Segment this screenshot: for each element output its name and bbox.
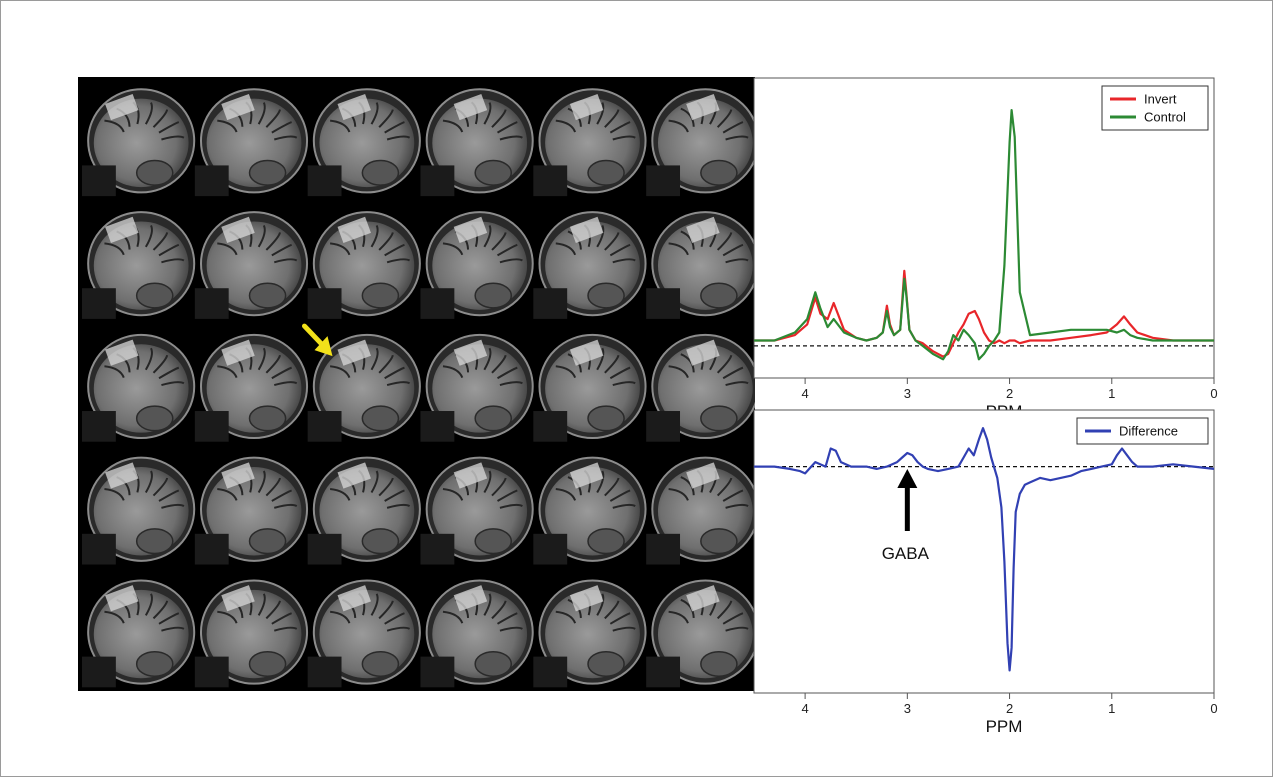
mrs-voxel bbox=[453, 462, 488, 489]
mri-slice bbox=[82, 211, 196, 319]
spectrum-chart-difference: 4 3 2 1 0 PPM Difference GABA bbox=[753, 409, 1218, 736]
x-tick-label: 2 bbox=[1006, 701, 1013, 716]
x-tick-label: 2 bbox=[1006, 386, 1013, 401]
mri-slice bbox=[420, 579, 534, 688]
mri-slices bbox=[82, 88, 755, 688]
mrs-voxel bbox=[569, 216, 604, 243]
mri-slice bbox=[420, 88, 534, 197]
mrs-voxel bbox=[453, 339, 488, 366]
legend-entry: Control bbox=[1144, 110, 1186, 125]
legend-entry: Difference bbox=[1119, 424, 1178, 439]
mri-slice bbox=[82, 333, 196, 442]
mri-slice bbox=[82, 579, 196, 688]
series-line-difference bbox=[754, 427, 1215, 672]
mrs-voxel bbox=[686, 93, 720, 121]
x-axis-label: PPM bbox=[986, 717, 1023, 736]
mri-slice bbox=[82, 456, 196, 565]
mrs-voxel bbox=[453, 585, 488, 612]
mrs-voxel bbox=[221, 462, 255, 489]
x-tick-label: 3 bbox=[904, 386, 911, 401]
mrs-voxel bbox=[221, 216, 255, 243]
mri-slice bbox=[307, 333, 421, 442]
mri-slice bbox=[420, 211, 534, 319]
mri-slice bbox=[420, 333, 534, 442]
mrs-voxel bbox=[569, 339, 604, 366]
mrs-voxel bbox=[686, 585, 720, 612]
mri-slice bbox=[194, 88, 309, 197]
mri-slice bbox=[646, 579, 755, 688]
annotation-label: GABA bbox=[882, 544, 930, 563]
mri-slice bbox=[307, 88, 421, 197]
mri-slice bbox=[646, 88, 755, 197]
mri-slice bbox=[307, 456, 421, 565]
mri-slice bbox=[307, 579, 421, 688]
mrs-voxel bbox=[221, 93, 255, 121]
mrs-voxel bbox=[105, 585, 139, 612]
mrs-voxel bbox=[105, 216, 139, 243]
legend: Difference bbox=[1076, 417, 1209, 445]
gaba-annotation: GABA bbox=[882, 469, 930, 563]
mri-slice bbox=[194, 333, 309, 442]
mrs-voxel bbox=[337, 585, 371, 612]
x-tick-label: 4 bbox=[801, 701, 808, 716]
mrs-voxel bbox=[337, 216, 371, 243]
mrs-voxel bbox=[105, 462, 139, 489]
mrs-voxel bbox=[569, 462, 604, 489]
mrs-voxel bbox=[453, 216, 488, 243]
mrs-voxel bbox=[686, 339, 720, 366]
spectrum-chart-invert-control: 43210PPMInvertControl bbox=[753, 77, 1218, 421]
x-tick-label: 4 bbox=[801, 386, 808, 401]
mri-slice bbox=[533, 456, 647, 565]
mri-sagittal-grid bbox=[78, 77, 755, 691]
mri-slice bbox=[533, 88, 647, 197]
mrs-voxel bbox=[686, 462, 720, 489]
x-tick-label: 0 bbox=[1210, 701, 1217, 716]
mri-slice bbox=[194, 579, 309, 688]
mrs-voxel bbox=[453, 93, 488, 121]
mri-slice bbox=[194, 456, 309, 565]
yellow-arrow-icon bbox=[301, 323, 333, 357]
mri-slice bbox=[194, 211, 309, 319]
mrs-voxel bbox=[221, 585, 255, 612]
x-tick-label: 0 bbox=[1210, 386, 1217, 401]
plot-area bbox=[753, 409, 1215, 694]
mri-slice bbox=[533, 579, 647, 688]
mrs-voxel bbox=[105, 339, 139, 366]
legend: Invert Control bbox=[1101, 85, 1209, 131]
mri-slice bbox=[307, 211, 421, 319]
arrow-head bbox=[897, 469, 918, 488]
mri-slice bbox=[646, 456, 755, 565]
mri-slice bbox=[646, 211, 755, 319]
x-tick-label: 3 bbox=[904, 701, 911, 716]
mri-slice bbox=[533, 333, 647, 442]
mri-slice bbox=[533, 211, 647, 319]
mrs-voxel bbox=[105, 93, 139, 121]
mrs-voxel bbox=[221, 339, 255, 366]
x-tick-label: 1 bbox=[1108, 386, 1115, 401]
mri-slice bbox=[82, 88, 196, 197]
mrs-voxel bbox=[569, 93, 604, 121]
mri-slice bbox=[420, 456, 534, 565]
x-tick-label: 1 bbox=[1108, 701, 1115, 716]
mrs-voxel bbox=[686, 216, 720, 243]
series-line-control bbox=[754, 108, 1214, 361]
mri-slice bbox=[646, 333, 755, 442]
mrs-voxel bbox=[337, 339, 371, 366]
mrs-voxel bbox=[337, 462, 371, 489]
mrs-voxel bbox=[337, 93, 371, 121]
mrs-voxel bbox=[569, 585, 604, 612]
legend-entry: Invert bbox=[1144, 92, 1177, 107]
